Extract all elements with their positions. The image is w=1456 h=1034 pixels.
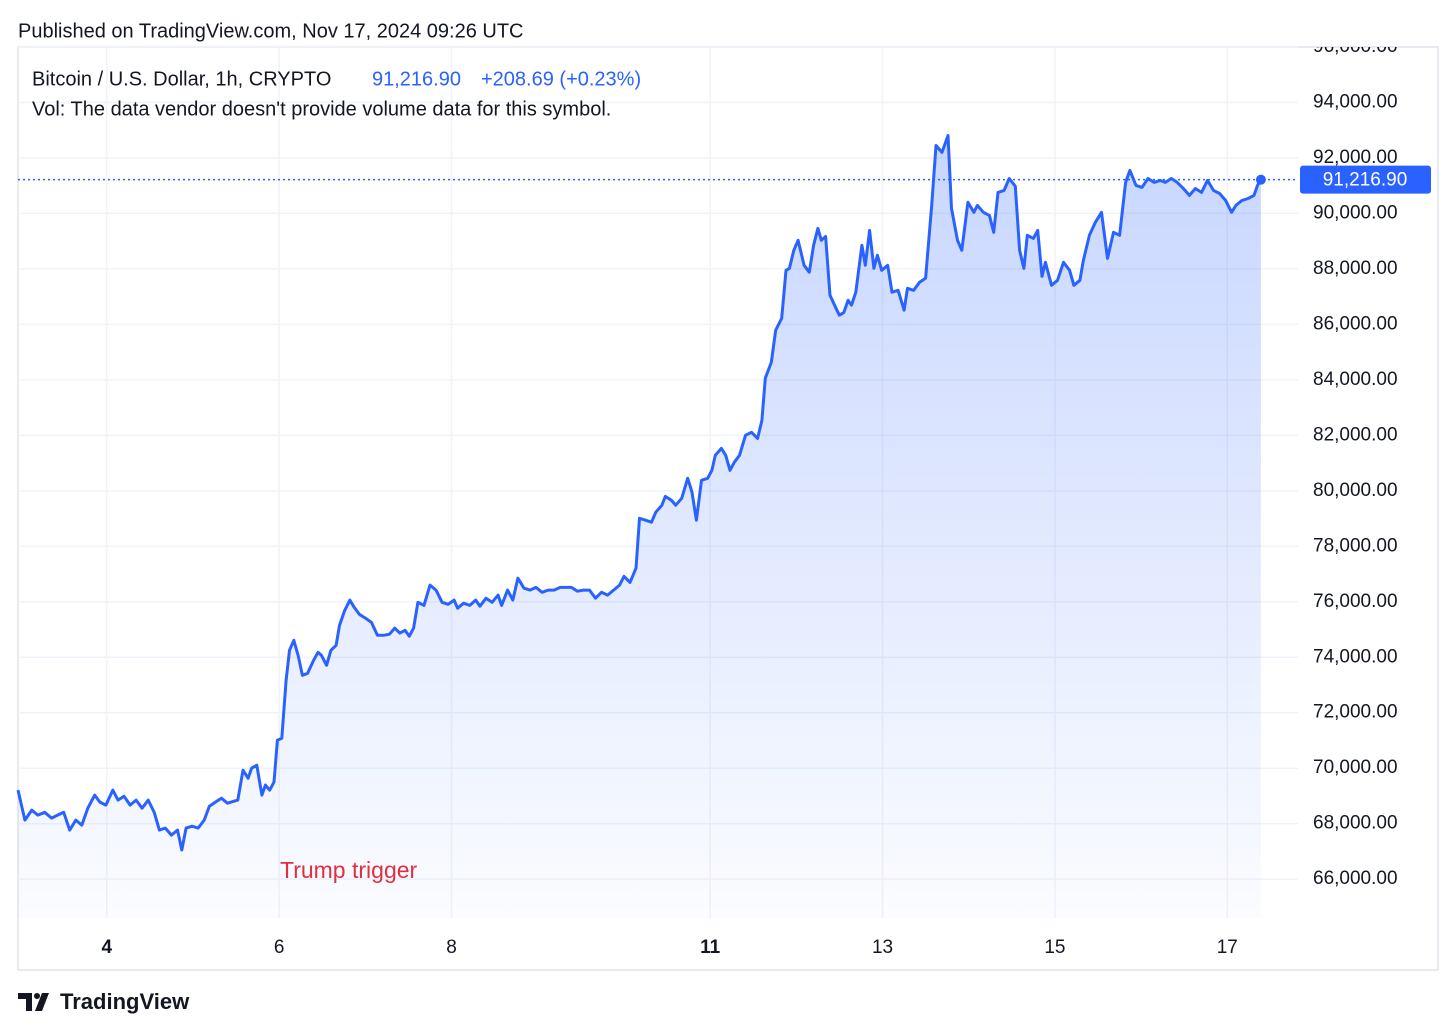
x-tick-label: 13 <box>872 937 893 958</box>
y-tick-label: 70,000.00 <box>1313 757 1398 778</box>
x-tick-label: 8 <box>446 937 457 958</box>
y-tick-label: 86,000.00 <box>1313 313 1398 334</box>
y-tick-label: 94,000.00 <box>1313 91 1398 112</box>
last-price-box <box>1300 165 1431 194</box>
y-tick-label: 96,000.00 <box>1313 36 1398 57</box>
y-tick-label: 90,000.00 <box>1313 202 1398 223</box>
symbol: Bitcoin / U.S. Dollar, 1h, CRYPTO <box>32 68 331 90</box>
last-point <box>1255 174 1266 185</box>
x-tick-label: 11 <box>700 937 721 958</box>
y-tick-label: 88,000.00 <box>1313 258 1398 279</box>
y-tick-label: 92,000.00 <box>1313 147 1398 168</box>
brand-logo <box>18 993 49 1011</box>
annotation: Trump trigger <box>280 857 418 883</box>
y-tick-label: 76,000.00 <box>1313 591 1398 612</box>
y-tick-label: 72,000.00 <box>1313 702 1398 723</box>
axis: 66,000.00 68,000.00 70,000.00 72,000.00 74,0… <box>1313 36 1398 889</box>
x-tick-label: 17 <box>1217 937 1238 958</box>
brand-name: TradingView <box>60 989 190 1014</box>
y-tick-label: 80,000.00 <box>1313 480 1398 501</box>
y-tick-label: 84,000.00 <box>1313 369 1398 390</box>
volume-note: Vol: The data vendor doesn't provide vol… <box>32 98 611 120</box>
y-tick-label: 78,000.00 <box>1313 535 1398 556</box>
header-price: 91,216.90 <box>372 68 461 90</box>
x-tick-label: 15 <box>1044 937 1065 958</box>
plot <box>16 134 1298 918</box>
y-tick-label: 66,000.00 <box>1313 868 1398 889</box>
last-price-label: 91,216.90 <box>1323 170 1408 191</box>
y-tick-label: 82,000.00 <box>1313 424 1398 445</box>
published-note: Published on TradingView.com, Nov 17, 20… <box>18 20 524 42</box>
x-tick-label: 6 <box>274 937 285 958</box>
line <box>16 134 1263 852</box>
y-tick-label: 68,000.00 <box>1313 813 1398 834</box>
x-tick-label: 4 <box>101 937 112 958</box>
y-tick-label: 74,000.00 <box>1313 646 1398 667</box>
header-change: +208.69 (+0.23%) <box>481 68 641 90</box>
